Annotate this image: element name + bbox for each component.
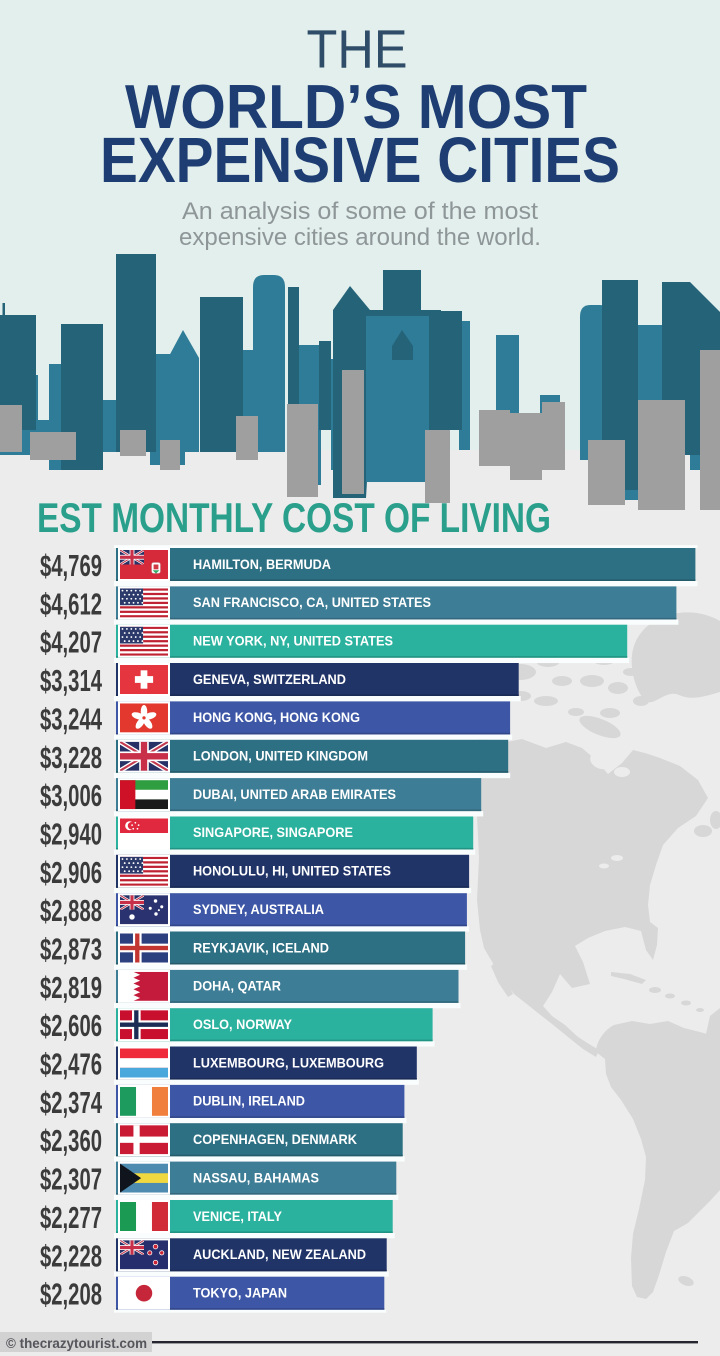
svg-text:TOKYO, JAPAN: TOKYO, JAPAN	[193, 1285, 287, 1301]
svg-text:$2,819: $2,819	[40, 970, 102, 1005]
svg-text:$4,769: $4,769	[40, 548, 102, 583]
svg-text:$4,612: $4,612	[40, 586, 102, 621]
svg-text:$2,277: $2,277	[40, 1200, 102, 1235]
svg-text:LONDON, UNITED KINGDOM: LONDON, UNITED KINGDOM	[193, 748, 368, 764]
svg-text:HONG KONG, HONG KONG: HONG KONG, HONG KONG	[193, 709, 360, 725]
svg-text:expensive cities around the wo: expensive cities around the world.	[179, 224, 541, 251]
svg-text:$2,228: $2,228	[40, 1238, 102, 1273]
svg-text:$3,006: $3,006	[40, 778, 102, 813]
svg-text:SYDNEY, AUSTRALIA: SYDNEY, AUSTRALIA	[193, 901, 324, 917]
svg-text:$2,888: $2,888	[40, 893, 102, 928]
svg-text:DUBAI, UNITED ARAB EMIRATES: DUBAI, UNITED ARAB EMIRATES	[193, 786, 396, 802]
svg-text:COPENHAGEN, DENMARK: COPENHAGEN, DENMARK	[193, 1131, 357, 1147]
svg-text:DUBLIN, IRELAND: DUBLIN, IRELAND	[193, 1093, 305, 1109]
svg-text:$2,360: $2,360	[40, 1123, 102, 1158]
svg-text:NEW YORK, NY, UNITED STATES: NEW YORK, NY, UNITED STATES	[193, 633, 393, 649]
svg-text:$4,207: $4,207	[40, 625, 102, 660]
svg-text:LUXEMBOURG, LUXEMBOURG: LUXEMBOURG, LUXEMBOURG	[193, 1054, 384, 1070]
svg-text:WORLD’S MOST: WORLD’S MOST	[125, 73, 587, 142]
svg-text:GENEVA, SWITZERLAND: GENEVA, SWITZERLAND	[193, 671, 346, 687]
svg-text:$2,873: $2,873	[40, 932, 102, 967]
svg-text:© thecrazytourist.com: © thecrazytourist.com	[6, 1336, 147, 1351]
svg-text:An analysis of some of the mos: An analysis of some of the most	[182, 198, 538, 225]
svg-text:REYKJAVIK, ICELAND: REYKJAVIK, ICELAND	[193, 939, 329, 955]
svg-text:$3,244: $3,244	[40, 701, 102, 736]
svg-text:OSLO, NORWAY: OSLO, NORWAY	[193, 1016, 293, 1032]
svg-text:NASSAU, BAHAMAS: NASSAU, BAHAMAS	[193, 1169, 319, 1185]
svg-text:VENICE, ITALY: VENICE, ITALY	[193, 1208, 283, 1224]
svg-text:$2,606: $2,606	[40, 1008, 102, 1043]
svg-text:THE: THE	[307, 20, 408, 80]
svg-text:SAN FRANCISCO, CA, UNITED STAT: SAN FRANCISCO, CA, UNITED STATES	[193, 594, 431, 610]
svg-text:HONOLULU, HI, UNITED STATES: HONOLULU, HI, UNITED STATES	[193, 863, 391, 879]
svg-text:SINGAPORE, SINGAPORE: SINGAPORE, SINGAPORE	[193, 824, 353, 840]
svg-text:$2,374: $2,374	[40, 1085, 102, 1120]
svg-text:EST MONTHLY COST OF LIVING: EST MONTHLY COST OF LIVING	[37, 494, 551, 541]
svg-text:$3,314: $3,314	[40, 663, 102, 698]
svg-text:HAMILTON, BERMUDA: HAMILTON, BERMUDA	[193, 556, 331, 572]
svg-text:DOHA, QATAR: DOHA, QATAR	[193, 978, 281, 994]
svg-text:$2,940: $2,940	[40, 817, 102, 852]
svg-text:$2,307: $2,307	[40, 1162, 102, 1197]
svg-text:$2,208: $2,208	[40, 1277, 102, 1312]
svg-text:$2,476: $2,476	[40, 1047, 102, 1082]
svg-text:$3,228: $3,228	[40, 740, 102, 775]
svg-text:$2,906: $2,906	[40, 855, 102, 890]
svg-text:AUCKLAND, NEW ZEALAND: AUCKLAND, NEW ZEALAND	[193, 1246, 366, 1262]
svg-text:EXPENSIVE CITIES: EXPENSIVE CITIES	[100, 124, 620, 196]
